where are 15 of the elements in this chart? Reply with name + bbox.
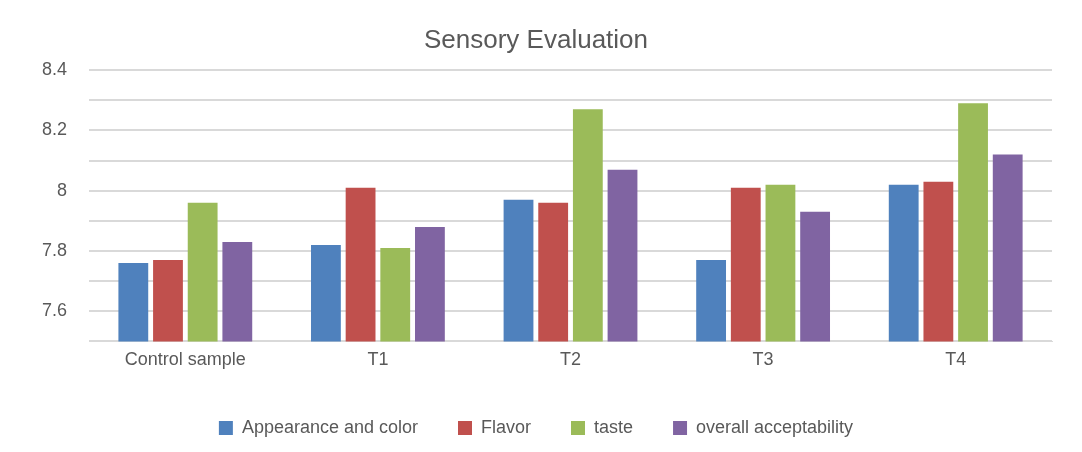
y-tick-label: 8.2 <box>41 119 68 140</box>
legend-label: overall acceptability <box>696 416 854 437</box>
x-tick-label: T3 <box>752 349 774 370</box>
x-tick-label: T2 <box>560 349 582 370</box>
x-tick-label: Control sample <box>124 349 246 370</box>
x-tick-label: T1 <box>367 349 389 370</box>
x-tick-label: T4 <box>945 349 967 370</box>
y-tick-label: 8.4 <box>41 59 68 80</box>
legend-label: taste <box>594 416 634 437</box>
legend-label: Appearance and color <box>241 416 419 437</box>
y-tick-label: 7.8 <box>41 239 68 260</box>
y-tick-label: 7.6 <box>41 300 68 321</box>
legend-label: Flavor <box>481 416 532 437</box>
y-tick-label: 8 <box>57 179 68 200</box>
chart-title: Sensory Evaluation <box>423 23 649 54</box>
